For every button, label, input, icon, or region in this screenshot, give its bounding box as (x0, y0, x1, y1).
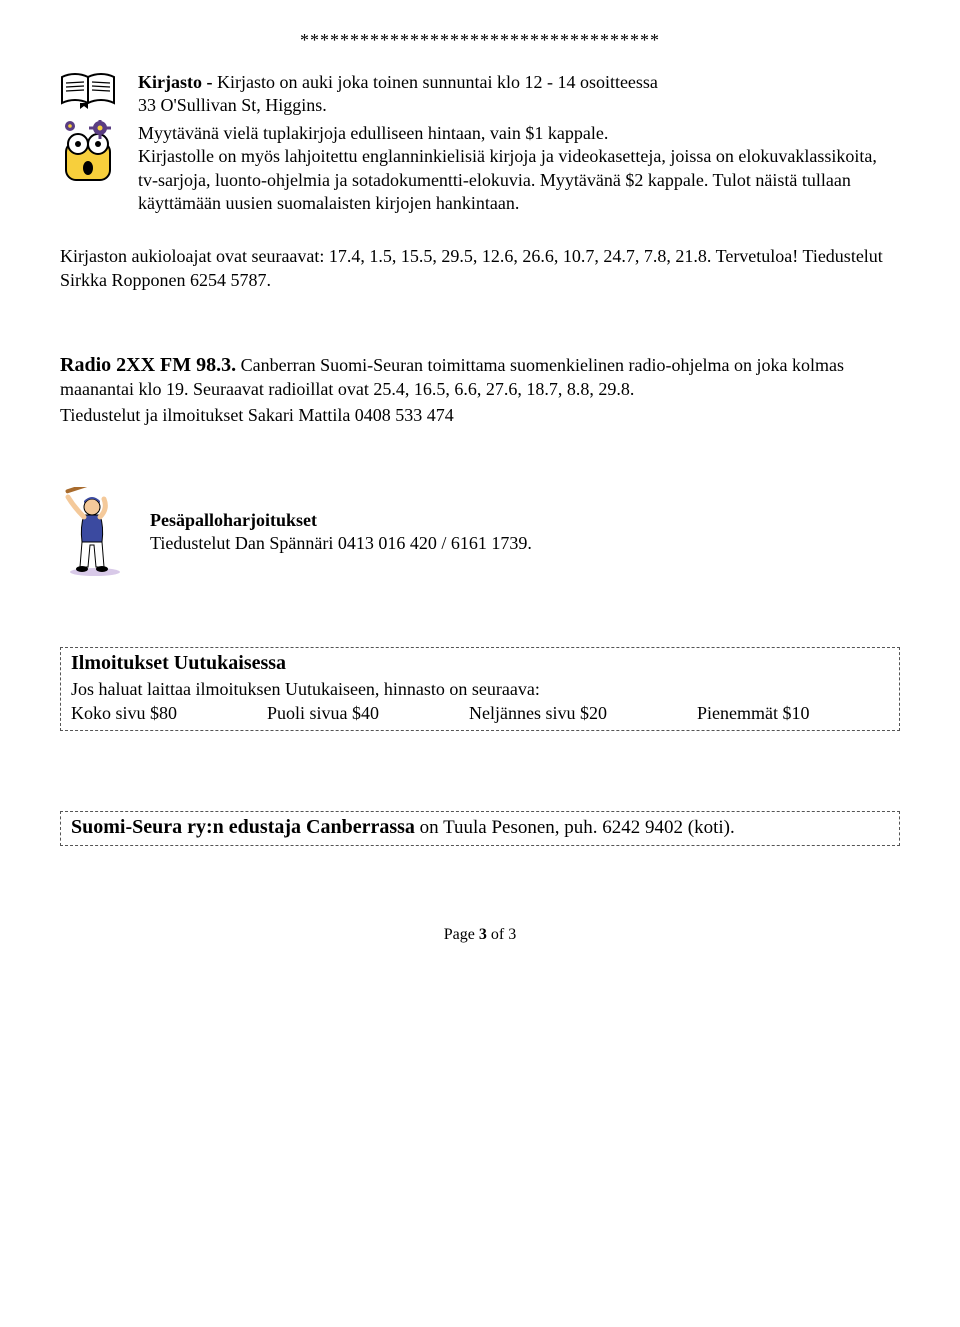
book-icon (60, 71, 116, 111)
ilmoitukset-box: Ilmoitukset Uutukaisessa Jos haluat lait… (60, 647, 900, 731)
kirjasto-section: Kirjasto - Kirjasto on auki joka toinen … (60, 71, 900, 215)
price-koko: Koko sivu $80 (71, 701, 177, 725)
price-neljannes: Neljännes sivu $20 (469, 701, 607, 725)
kirjasto-line4: Kirjastolle on myös lahjoitettu englanni… (60, 145, 900, 215)
asterisk-divider: ************************************ (60, 30, 900, 51)
kirjasto-line2: 33 O'Sullivan St, Higgins. (60, 94, 900, 117)
ilmoitukset-prices: Koko sivu $80 Puoli sivua $40 Neljännes … (71, 701, 889, 725)
suomiseura-title: Suomi-Seura ry:n edustaja Canberrassa (71, 816, 415, 838)
ilmoitukset-title: Ilmoitukset Uutukaisessa (71, 650, 889, 677)
price-pienemmat: Pienemmät $10 (697, 701, 809, 725)
face-gear-icon (60, 120, 116, 190)
page-footer: Page 3 of 3 (60, 926, 900, 944)
baseball-text: Pesäpalloharjoitukset Tiedustelut Dan Sp… (150, 509, 532, 556)
footer-page-of: of 3 (487, 926, 516, 943)
radio-title: Radio 2XX FM 98.3. (60, 354, 236, 376)
kirjasto-text: Kirjasto - Kirjasto on auki joka toinen … (60, 71, 900, 215)
ilmoitukset-line1: Jos haluat laittaa ilmoituksen Uutukaise… (71, 677, 889, 701)
icons-column (60, 71, 130, 195)
baseball-title: Pesäpalloharjoitukset (150, 509, 532, 532)
suomiseura-box: Suomi-Seura ry:n edustaja Canberrassa on… (60, 811, 900, 846)
kirjasto-line1: Kirjasto on auki joka toinen sunnuntai k… (217, 72, 658, 92)
page-container: ************************************ (0, 0, 960, 984)
price-puoli: Puoli sivua $40 (267, 701, 379, 725)
kirjasto-aukiolo: Kirjaston aukioloajat ovat seuraavat: 17… (60, 245, 900, 292)
baseball-body: Tiedustelut Dan Spännäri 0413 016 420 / … (150, 532, 532, 555)
radio-section: Radio 2XX FM 98.3. Canberran Suomi-Seura… (60, 352, 900, 427)
kirjasto-title: Kirjasto - (138, 72, 217, 92)
footer-page-label: Page (444, 926, 479, 943)
baseball-section: Pesäpalloharjoitukset Tiedustelut Dan Sp… (60, 487, 900, 577)
suomiseura-rest: on Tuula Pesonen, puh. 6242 9402 (koti). (415, 817, 735, 838)
radio-para1: Radio 2XX FM 98.3. Canberran Suomi-Seura… (60, 352, 900, 401)
footer-page-num: 3 (479, 926, 487, 943)
kirjasto-line3: Myytävänä vielä tuplakirjoja edulliseen … (60, 122, 900, 145)
radio-body2: Tiedustelut ja ilmoitukset Sakari Mattil… (60, 404, 900, 427)
kirjasto-line1-row: Kirjasto - Kirjasto on auki joka toinen … (60, 71, 900, 94)
baseball-player-icon (60, 487, 130, 577)
